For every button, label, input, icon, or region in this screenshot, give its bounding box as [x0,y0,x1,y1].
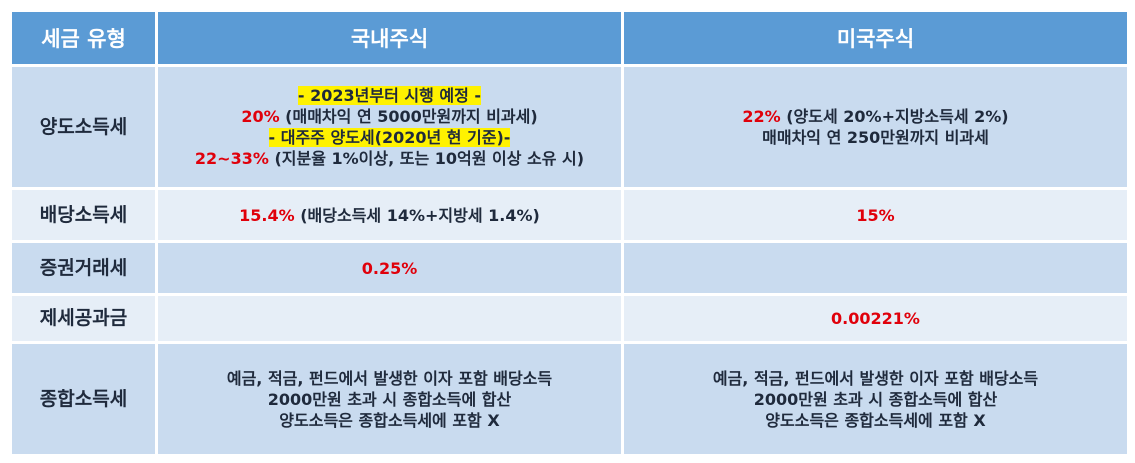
rate-dividend-us: 15% [856,205,895,225]
rate-capital-gains-us: 22% [742,107,781,126]
cell-dividend-domestic: 15.4% (배당소득세 14%+지방세 1.4%) [158,190,621,240]
row-label-transaction-tax: 증권거래세 [12,243,155,293]
row-comprehensive: 종합소득세 예금, 적금, 펀드에서 발생한 이자 포함 배당소득 2000만원… [12,344,1127,454]
row-label-dividend: 배당소득세 [12,190,155,240]
highlight-major-shareholder-note: - 대주주 양도세(2020년 현 기준)- [268,128,511,147]
header-tax-type: 세금 유형 [12,12,155,64]
text-comprehensive-us-1: 예금, 적금, 펀드에서 발생한 이자 포함 배당소득 [712,368,1039,388]
row-label-comprehensive: 종합소득세 [12,344,155,454]
row-capital-gains: 양도소득세 - 2023년부터 시행 예정 - 20% (매매차익 연 5000… [12,67,1127,187]
text-comprehensive-domestic-1: 예금, 적금, 펀드에서 발생한 이자 포함 배당소득 [226,368,553,388]
tax-comparison-table: 세금 유형 국내주식 미국주식 양도소득세 - 2023년부터 시행 예정 - … [9,9,1130,457]
highlight-schedule-note: - 2023년부터 시행 예정 - [297,86,482,105]
text-comprehensive-us-2: 2000만원 초과 시 종합소득에 합산 [753,389,998,409]
cell-capital-gains-domestic: - 2023년부터 시행 예정 - 20% (매매차익 연 5000만원까지 비… [158,67,621,187]
text-capital-gains-us-exemption: 매매차익 연 250만원까지 비과세 [762,128,989,147]
rate-transaction-domestic: 0.25% [361,258,418,278]
cell-fees-us: 0.00221% [624,296,1127,341]
cell-fees-domestic [158,296,621,341]
row-label-fees: 제세공과금 [12,296,155,341]
rate-major-shareholder: 22~33% [194,149,269,168]
row-fees: 제세공과금 0.00221% [12,296,1127,341]
rate-dividend-domestic: 15.4% [239,205,295,225]
rate-fees-us: 0.00221% [831,309,920,328]
header-us-stock: 미국주식 [624,12,1127,64]
row-label-capital-gains: 양도소득세 [12,67,155,187]
text-capital-gains-exemption: (매매차익 연 5000만원까지 비과세) [279,107,538,126]
header-row: 세금 유형 국내주식 미국주식 [12,12,1127,64]
cell-transaction-us [624,243,1127,293]
cell-dividend-us: 15% [624,190,1127,240]
cell-capital-gains-us: 22% (양도세 20%+지방소득세 2%) 매매차익 연 250만원까지 비과… [624,67,1127,187]
text-comprehensive-domestic-2: 2000만원 초과 시 종합소득에 합산 [267,389,512,409]
rate-capital-gains-domestic: 20% [241,107,280,126]
row-transaction-tax: 증권거래세 0.25% [12,243,1127,293]
text-comprehensive-domestic-3: 양도소득은 종합소득세에 포함 X [279,410,500,430]
cell-comprehensive-us: 예금, 적금, 펀드에서 발생한 이자 포함 배당소득 2000만원 초과 시 … [624,344,1127,454]
text-dividend-domestic-breakdown: (배당소득세 14%+지방세 1.4%) [294,205,540,225]
row-dividend: 배당소득세 15.4% (배당소득세 14%+지방세 1.4%) 15% [12,190,1127,240]
text-major-shareholder-condition: (지분율 1%이상, 또는 10억원 이상 소유 시) [268,149,585,168]
cell-comprehensive-domestic: 예금, 적금, 펀드에서 발생한 이자 포함 배당소득 2000만원 초과 시 … [158,344,621,454]
header-domestic-stock: 국내주식 [158,12,621,64]
cell-transaction-domestic: 0.25% [158,243,621,293]
text-comprehensive-us-3: 양도소득은 종합소득세에 포함 X [765,410,986,430]
text-capital-gains-us-breakdown: (양도세 20%+지방소득세 2%) [780,107,1009,126]
